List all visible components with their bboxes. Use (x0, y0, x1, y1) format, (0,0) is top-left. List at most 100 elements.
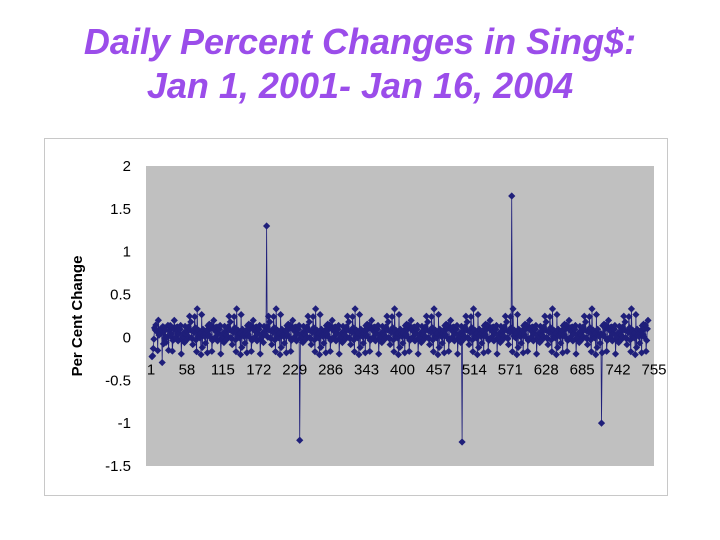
data-point (572, 350, 580, 358)
data-point (206, 333, 214, 341)
data-point (406, 336, 414, 345)
data-point (635, 332, 643, 341)
data-point (272, 305, 280, 313)
data-point (306, 335, 315, 343)
data-point (474, 310, 482, 319)
data-point (531, 325, 539, 333)
y-tick-label: 1.5 (110, 201, 131, 218)
data-point (331, 328, 339, 336)
x-tick-label: 571 (498, 361, 523, 378)
data-point (627, 305, 636, 313)
data-point (522, 333, 530, 341)
data-point (417, 338, 425, 347)
data-point (469, 348, 477, 356)
data-point (513, 350, 521, 359)
data-point (394, 350, 403, 359)
x-tick-label: 286 (318, 361, 343, 378)
data-point (617, 331, 625, 339)
data-point (503, 318, 511, 326)
data-point (256, 350, 264, 358)
data-point (392, 326, 400, 334)
data-point (458, 438, 466, 446)
data-point (462, 326, 471, 334)
data-point (610, 325, 618, 333)
data-point (248, 336, 256, 345)
data-point (461, 323, 469, 331)
data-point (513, 310, 522, 319)
data-point (321, 326, 329, 334)
data-point (643, 336, 651, 345)
chart: 2 1.5 1 0.5 0 -0.5 -1 -1.5 1 58 115 172 229 286 343 40… (69, 158, 667, 475)
data-point (454, 350, 462, 358)
data-point (299, 338, 307, 347)
data-point (587, 348, 595, 356)
data-point (313, 326, 321, 334)
data-point (422, 312, 431, 320)
data-point (385, 335, 394, 343)
data-point (543, 335, 551, 343)
data-point (375, 350, 383, 358)
data-point (468, 324, 476, 332)
data-point (438, 332, 446, 341)
x-tick-label: 1 (147, 361, 155, 378)
y-axis-label: Per Cent Change (69, 256, 86, 377)
data-point (324, 333, 332, 341)
data-point (577, 327, 585, 335)
data-point (592, 350, 600, 359)
data-point (617, 327, 625, 335)
data-point (366, 336, 374, 345)
x-tick-label: 115 (211, 361, 235, 378)
data-point (154, 316, 162, 324)
data-point (384, 318, 392, 326)
data-point (187, 318, 195, 326)
data-point (517, 332, 525, 341)
data-point (492, 325, 500, 333)
data-point (208, 347, 216, 355)
data-point (493, 350, 501, 358)
data-point (592, 310, 601, 319)
data-point (527, 333, 535, 342)
data-point (287, 347, 295, 355)
data-point (346, 335, 354, 343)
data-point (315, 329, 323, 338)
data-point (571, 321, 580, 330)
data-point (564, 336, 572, 345)
data-point (430, 305, 438, 313)
x-tick-label: 755 (641, 361, 666, 378)
data-point (596, 332, 604, 341)
data-point (390, 305, 399, 313)
data-point (256, 321, 264, 330)
data-point (453, 321, 461, 330)
data-point (354, 329, 362, 338)
data-point (311, 348, 319, 356)
x-tick-label: 628 (534, 361, 559, 378)
data-point (445, 336, 453, 345)
data-point (326, 347, 334, 355)
data-point (351, 305, 359, 313)
data-point (469, 305, 478, 313)
data-point (413, 321, 422, 330)
data-point (366, 347, 374, 355)
data-point (485, 336, 493, 345)
data-point (528, 328, 536, 336)
data-point (177, 321, 185, 330)
title-line-1: Daily Percent Changes in Sing$: (83, 21, 637, 62)
data-point (530, 330, 538, 338)
data-point (547, 336, 555, 344)
data-point (337, 332, 345, 340)
data-point (232, 348, 240, 356)
data-point (314, 334, 322, 342)
data-point (352, 326, 360, 334)
data-point (601, 333, 609, 341)
data-point (615, 338, 623, 347)
data-point (191, 313, 199, 321)
data-point (440, 326, 448, 334)
data-point (424, 318, 432, 326)
data-point (329, 333, 338, 342)
data-point (414, 350, 422, 358)
data-point (416, 332, 424, 340)
data-point (393, 334, 401, 342)
data-point (524, 347, 532, 355)
data-point (517, 339, 525, 347)
data-point (335, 350, 343, 358)
